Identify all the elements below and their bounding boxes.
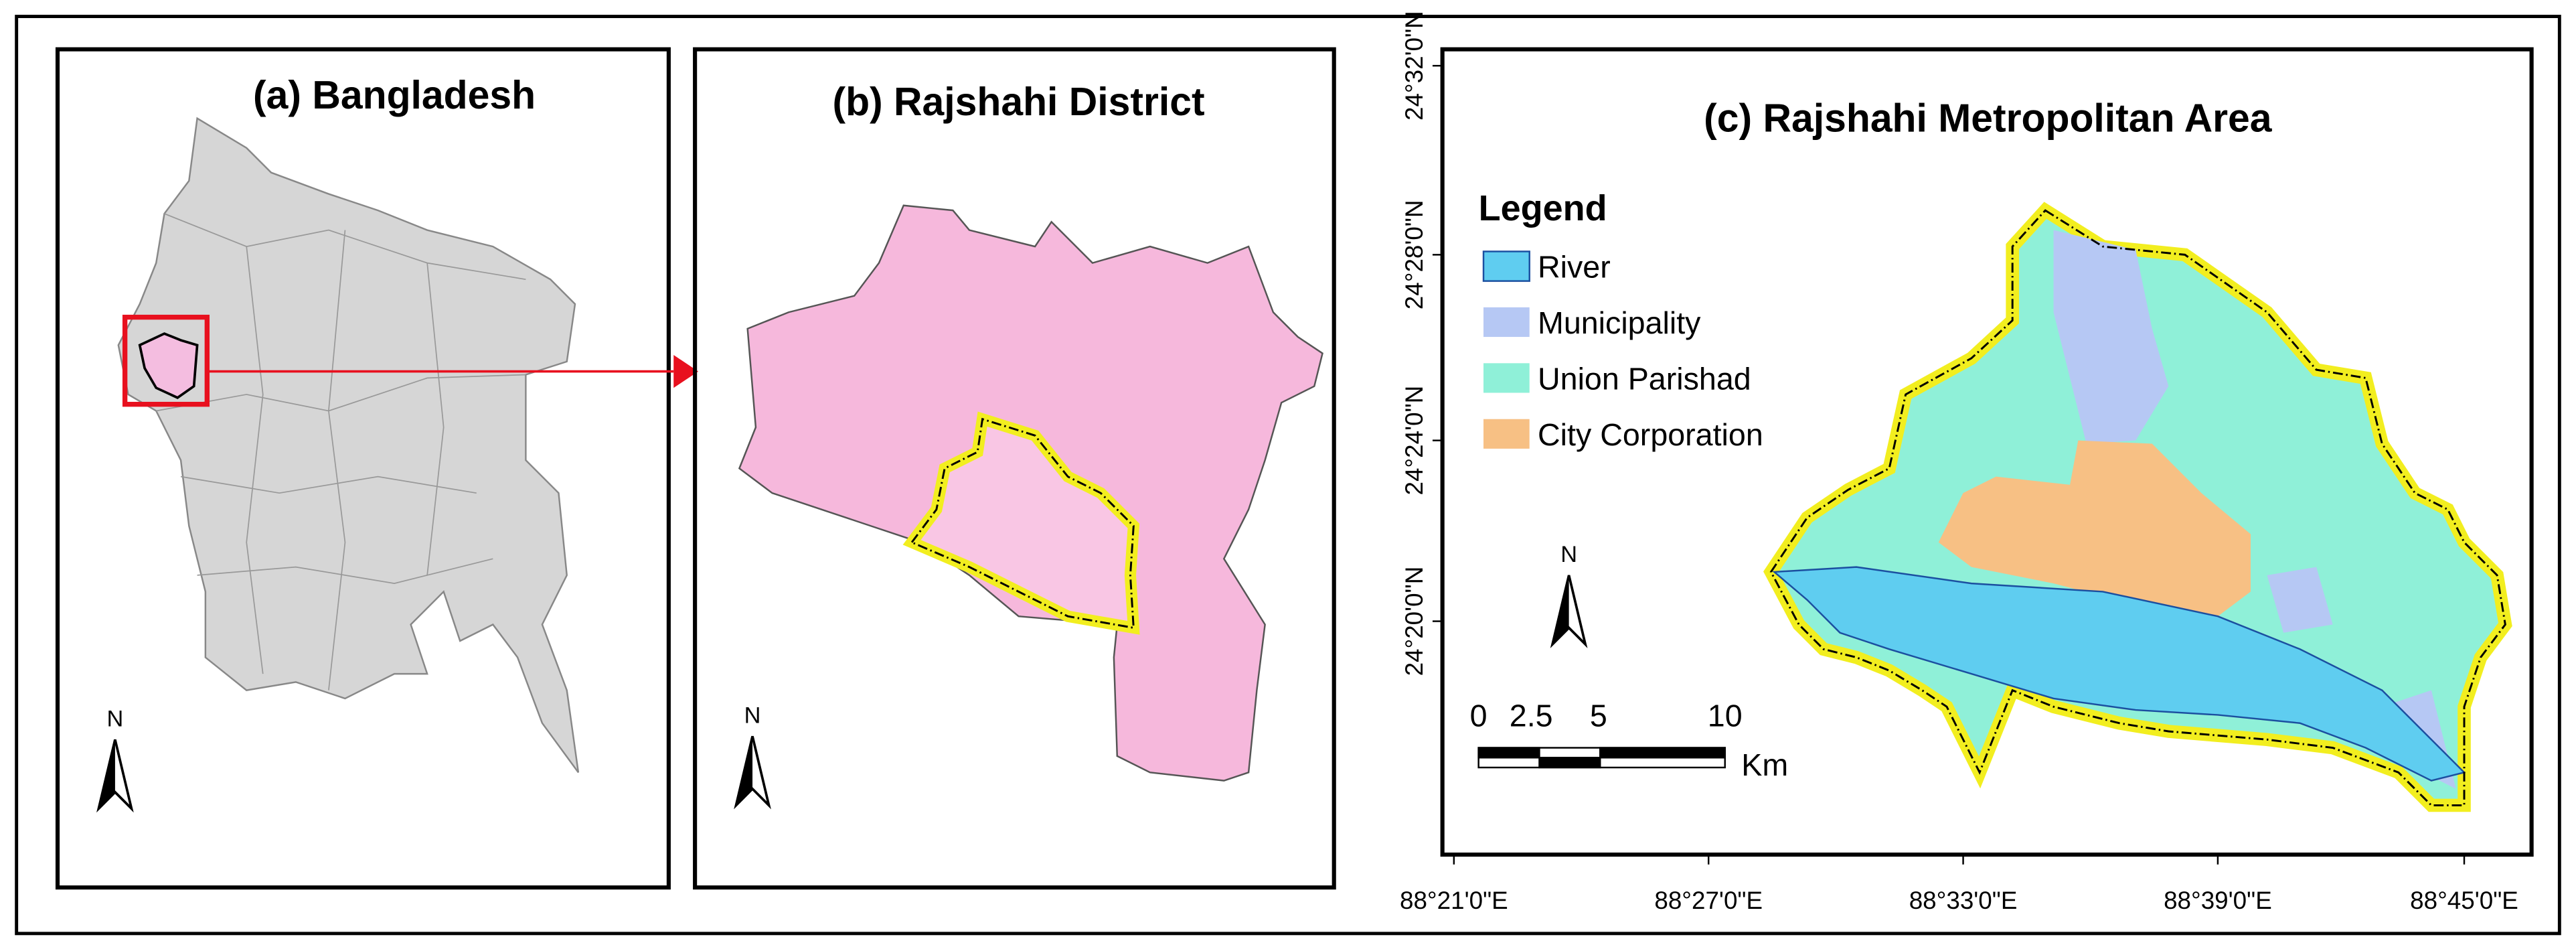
legend-swatch xyxy=(1482,250,1530,282)
scale-unit: Km xyxy=(1741,747,1788,782)
scale-label: 5 xyxy=(1590,699,1607,733)
latitude-labels: 24°32'0"N 24°28'0"N 24°24'0"N 24°20'0"N xyxy=(1400,11,1428,676)
panel-title: (c) Rajshahi Metropolitan Area xyxy=(1704,96,2273,140)
rajshahi-district-highlight xyxy=(138,332,199,399)
metro-boundary xyxy=(910,417,1135,630)
municipality-area xyxy=(2053,230,2169,444)
lat-label: 24°32'0"N xyxy=(1400,11,1428,121)
scale-label: 10 xyxy=(1708,699,1743,733)
lat-label: 24°20'0"N xyxy=(1400,567,1428,676)
north-arrow-fill xyxy=(1552,575,1569,644)
panel-frame xyxy=(55,47,671,890)
north-label: N xyxy=(744,703,761,729)
panel-frame xyxy=(1440,47,2534,857)
scale-label: 0 xyxy=(1470,699,1487,733)
graticule-ticks xyxy=(1432,64,2466,865)
legend-label: City Corporation xyxy=(1538,417,1763,452)
legend-label: Union Parishad xyxy=(1538,362,1751,396)
lon-label: 88°39'0"E xyxy=(2164,887,2272,914)
city-corporation-area xyxy=(1938,440,2251,617)
scale-label: 2.5 xyxy=(1510,699,1553,733)
lon-label: 88°21'0"E xyxy=(1400,887,1508,914)
legend-swatch xyxy=(1483,307,1530,338)
scale-labels: 0 2.5 5 10 Km xyxy=(1470,699,1789,783)
legend-swatch xyxy=(1483,363,1530,393)
lon-label: 88°33'0"E xyxy=(1909,887,2018,914)
panel-title: (b) Rajshahi District xyxy=(832,80,1204,124)
lat-label: 24°24'0"N xyxy=(1400,386,1428,496)
legend-label: River xyxy=(1538,250,1611,285)
arrow-head xyxy=(673,355,699,388)
panel-title: (a) Bangladesh xyxy=(253,74,536,117)
lon-label: 88°45'0"E xyxy=(2410,887,2518,914)
locator-box xyxy=(122,314,210,407)
metro-boundary xyxy=(1769,209,2506,806)
legend-swatch xyxy=(1483,419,1530,449)
north-label: N xyxy=(1560,542,1577,567)
scale-bar xyxy=(1477,747,1726,769)
district-boundaries xyxy=(156,213,526,690)
lon-label: 88°27'0"E xyxy=(1654,887,1763,914)
panel-frame xyxy=(693,47,1336,890)
legend-title: Legend xyxy=(1479,188,1607,228)
north-label: N xyxy=(106,707,123,732)
lat-label: 24°28'0"N xyxy=(1400,200,1428,310)
legend-label: Municipality xyxy=(1538,305,1701,340)
longitude-labels: 88°21'0"E 88°27'0"E 88°33'0"E 88°39'0"E … xyxy=(1400,887,2518,914)
river xyxy=(1772,566,2466,782)
municipality-area xyxy=(2267,567,2333,633)
